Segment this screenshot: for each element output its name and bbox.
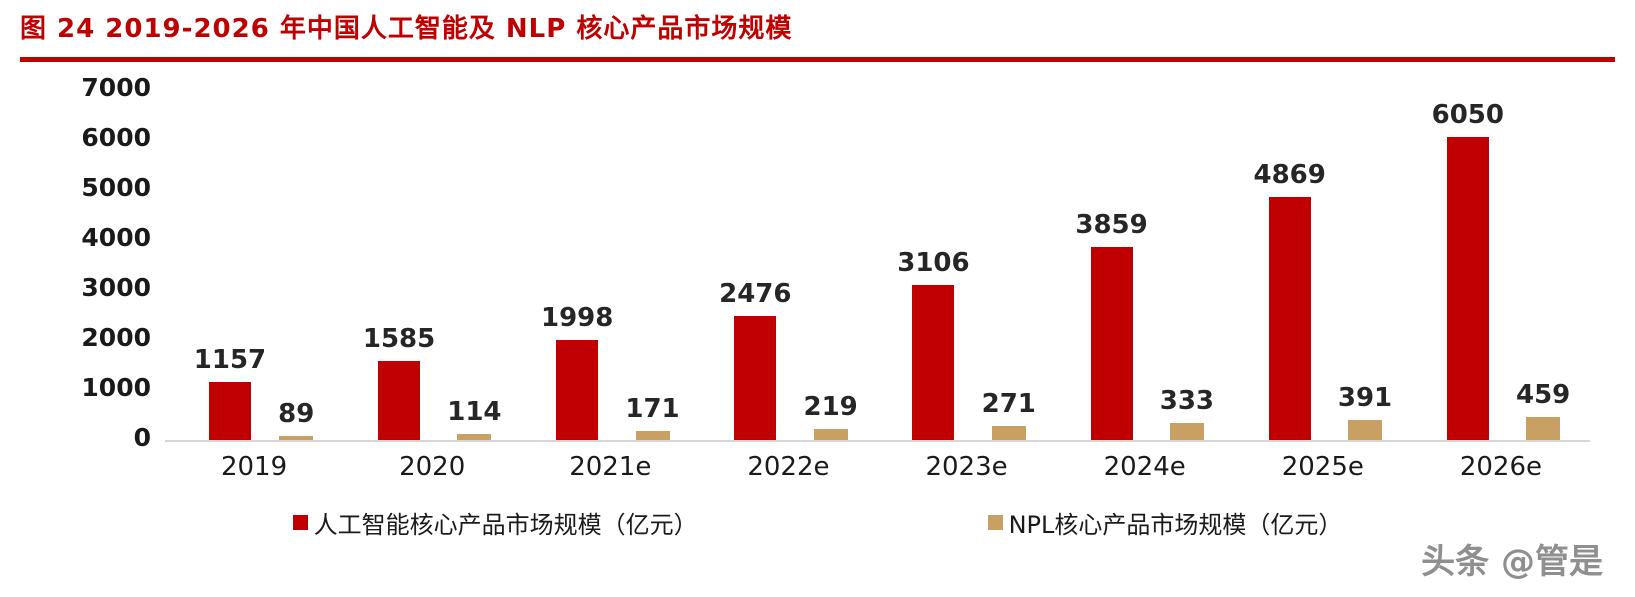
watermark: 头条 @管是 <box>1421 542 1603 582</box>
x-axis-label: 2025e <box>1281 452 1364 482</box>
legend: 人工智能核心产品市场规模（亿元） NPL核心产品市场规模（亿元） <box>0 505 1635 540</box>
y-tick-label: 1000 <box>81 373 151 402</box>
bar-value-label: 459 <box>1515 380 1571 410</box>
ai-bar <box>734 316 777 440</box>
legend-label-ai: 人工智能核心产品市场规模（亿元） <box>313 511 698 539</box>
ai-bar-column: 1157 <box>194 345 266 440</box>
bar-group: 3859 333 <box>1056 210 1234 440</box>
legend-marker-nlp-icon <box>987 515 1003 530</box>
ai-bar <box>378 361 421 440</box>
bar-value-label: 391 <box>1337 383 1393 413</box>
bar-group: 4869 391 <box>1234 160 1412 440</box>
bar-value-label: 1998 <box>540 303 614 333</box>
bar-value-label: 4869 <box>1253 160 1326 190</box>
bar-group: 1585 114 <box>343 324 521 440</box>
y-tick-label: 5000 <box>81 173 151 202</box>
ai-bar-column: 3106 <box>897 248 970 440</box>
x-axis-label: 2019 <box>220 452 288 482</box>
ai-bar-column: 3859 <box>1075 210 1148 440</box>
x-axis-label: 2020 <box>399 452 466 482</box>
bar-value-label: 271 <box>981 389 1036 419</box>
bar-value-label: 171 <box>625 394 680 424</box>
nlp-bar-column: 391 <box>1338 383 1392 440</box>
bar-value-label: 1157 <box>193 345 267 375</box>
bar-chart: 0 1000 2000 3000 4000 5000 6000 7000 1157 89 1585… <box>80 73 1590 482</box>
bar-group: 1998 171 <box>521 303 699 440</box>
legend-label-nlp: NPL核心产品市场规模（亿元） <box>1008 511 1343 539</box>
nlp-bar <box>635 431 670 440</box>
y-tick-label: 0 <box>133 423 151 452</box>
bar-group: 3106 271 <box>878 248 1056 440</box>
ai-bar-column: 2476 <box>719 279 791 440</box>
nlp-bar-column: 333 <box>1160 386 1214 440</box>
legend-item-ai: 人工智能核心产品市场规模（亿元） <box>292 505 698 540</box>
bar-group: 6050 459 <box>1412 100 1590 440</box>
nlp-bar <box>457 434 492 440</box>
legend-marker-ai-icon <box>292 515 308 530</box>
nlp-bar <box>813 429 848 440</box>
ai-bar-column: 1998 <box>541 303 613 440</box>
nlp-bar-column: 459 <box>1516 380 1570 440</box>
y-tick-label: 7000 <box>81 73 151 102</box>
y-tick-label: 4000 <box>81 223 151 252</box>
x-axis-label: 2026e <box>1459 452 1543 482</box>
bar-group: 1157 89 <box>165 345 343 440</box>
nlp-bar <box>1348 420 1382 440</box>
bar-value-label: 89 <box>278 399 315 429</box>
bar-value-label: 219 <box>803 392 858 422</box>
nlp-bar-column: 114 <box>447 397 502 440</box>
bar-group: 2476 219 <box>699 279 877 440</box>
ai-bar-column: 4869 <box>1253 160 1326 440</box>
y-axis: 0 1000 2000 3000 4000 5000 6000 7000 <box>80 73 165 452</box>
bars-area: 1157 89 1585 114 1998 171 2476 219 3106 271 3859 33… <box>165 88 1590 442</box>
y-tick-label: 6000 <box>81 123 151 152</box>
ai-bar <box>1268 197 1311 440</box>
nlp-bar <box>1169 423 1204 440</box>
x-axis: 2019 2020 2021e 2022e 2023e 2024e 2025e 2026e <box>165 442 1590 482</box>
x-axis-label: 2022e <box>747 452 830 482</box>
bar-value-label: 114 <box>447 397 502 427</box>
bar-value-label: 3106 <box>897 248 970 278</box>
ai-bar-column: 6050 <box>1432 100 1504 440</box>
nlp-bar <box>279 436 314 440</box>
bar-value-label: 6050 <box>1431 100 1504 130</box>
ai-bar <box>1090 247 1133 440</box>
chart-title: 图 24 2019-2026 年中国人工智能及 NLP 核心产品市场规模 <box>20 14 793 44</box>
y-tick-label: 3000 <box>81 273 151 302</box>
nlp-bar <box>1526 417 1561 440</box>
y-tick-label: 2000 <box>81 323 151 352</box>
nlp-bar-column: 171 <box>625 394 680 440</box>
bar-value-label: 3859 <box>1075 210 1148 240</box>
ai-bar <box>556 340 599 440</box>
title-divider <box>20 57 1615 62</box>
x-axis-label: 2023e <box>925 452 1008 482</box>
nlp-bar-column: 219 <box>803 392 858 440</box>
x-axis-label: 2024e <box>1103 452 1186 482</box>
plot-area: 1157 89 1585 114 1998 171 2476 219 3106 271 3859 33… <box>165 88 1590 482</box>
x-axis-label: 2021e <box>569 452 652 482</box>
bar-value-label: 1585 <box>362 324 436 354</box>
legend-item-nlp: NPL核心产品市场规模（亿元） <box>987 505 1343 540</box>
ai-bar <box>912 285 955 440</box>
nlp-bar-column: 89 <box>278 399 314 440</box>
ai-bar <box>1446 137 1489 440</box>
bar-value-label: 2476 <box>719 279 792 309</box>
nlp-bar-column: 271 <box>982 389 1036 440</box>
bar-value-label: 333 <box>1159 386 1215 416</box>
nlp-bar <box>991 426 1026 440</box>
ai-bar-column: 1585 <box>363 324 435 440</box>
ai-bar <box>208 382 251 440</box>
